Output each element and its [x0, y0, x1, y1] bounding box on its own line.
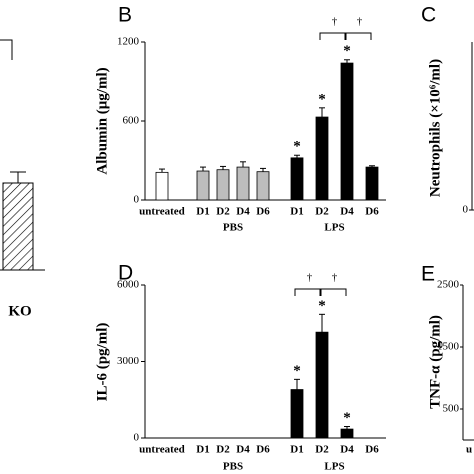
x-tick-label: u [466, 444, 472, 456]
x-tick-label: untreated [139, 206, 185, 218]
bar [340, 62, 354, 201]
x-tick-label: D1 [196, 444, 209, 456]
x-tick-label: D6 [256, 206, 270, 218]
bar [290, 157, 304, 201]
y-tick-label: 2500 [437, 279, 460, 291]
y-tick-label: 500 [443, 403, 460, 415]
x-tick-label: D2 [315, 206, 329, 218]
bar [315, 116, 329, 201]
x-tick-label: untreated [139, 444, 185, 456]
x-tick-label: D6 [365, 444, 379, 456]
panel-letter: B [118, 4, 132, 27]
panel-letter: C [421, 4, 436, 27]
bar [155, 171, 169, 201]
y-tick-label: 0 [463, 204, 469, 216]
hatched-bar [2, 182, 34, 271]
x-tick-label: D4 [340, 444, 354, 456]
x-tick-label: D1 [196, 206, 209, 218]
y-axis-label: Neutrophils (×10⁶/ml) [427, 59, 443, 197]
bar [290, 389, 304, 439]
bar [315, 331, 329, 439]
left-panel-fragment [0, 39, 45, 271]
x-tick-label: D6 [256, 444, 270, 456]
y-tick-label: 600 [123, 115, 140, 127]
group-label: LPS [324, 222, 344, 234]
panel-letter: D [118, 262, 133, 285]
y-axis-label: TNF-α (pg/ml) [427, 315, 443, 409]
x-tick-label: D4 [340, 206, 354, 218]
y-tick-label: 1200 [117, 36, 140, 48]
significance-star: * [293, 363, 301, 379]
y-tick-label: 0 [134, 432, 140, 444]
x-tick-label: D2 [216, 444, 230, 456]
x-tick-label: D4 [236, 444, 250, 456]
x-tick-label: D6 [365, 206, 379, 218]
bracket-label: † [357, 16, 363, 28]
bracket [319, 32, 347, 40]
y-tick-label: 0 [134, 194, 140, 206]
group-label: PBS [223, 222, 243, 234]
bar [340, 428, 354, 439]
axis-fragment [0, 39, 13, 60]
bracket-label: † [332, 16, 338, 28]
y-axis-label: IL-6 (pg/ml) [94, 323, 110, 402]
significance-star: * [318, 298, 326, 314]
y-tick-label: 6000 [117, 279, 140, 291]
bracket-label: † [332, 272, 338, 284]
bar [196, 170, 210, 201]
bracket [294, 288, 322, 296]
x-tick-label: D4 [236, 206, 250, 218]
bar [236, 166, 250, 201]
significance-star: * [343, 43, 351, 59]
x-tick-label: D2 [216, 206, 230, 218]
x-tick-label: D1 [290, 206, 303, 218]
x-tick-label: D2 [315, 444, 329, 456]
panel-letter: E [421, 263, 435, 286]
significance-star: * [343, 410, 351, 426]
bar [216, 169, 230, 201]
y-tick-label: 3000 [117, 355, 140, 367]
y-axis-label: Albumin (μg/ml) [94, 67, 110, 174]
bracket [344, 32, 372, 40]
significance-star: * [293, 139, 301, 155]
bar [256, 171, 270, 201]
y-tick-label: 1500 [437, 341, 460, 353]
bar [365, 166, 379, 201]
bracket [319, 288, 347, 296]
x-tick-label: KO [8, 303, 31, 319]
group-label: PBS [223, 461, 243, 473]
significance-star: * [318, 91, 326, 107]
x-tick-label: D1 [290, 444, 303, 456]
group-label: LPS [324, 461, 344, 473]
bracket-label: † [307, 272, 313, 284]
